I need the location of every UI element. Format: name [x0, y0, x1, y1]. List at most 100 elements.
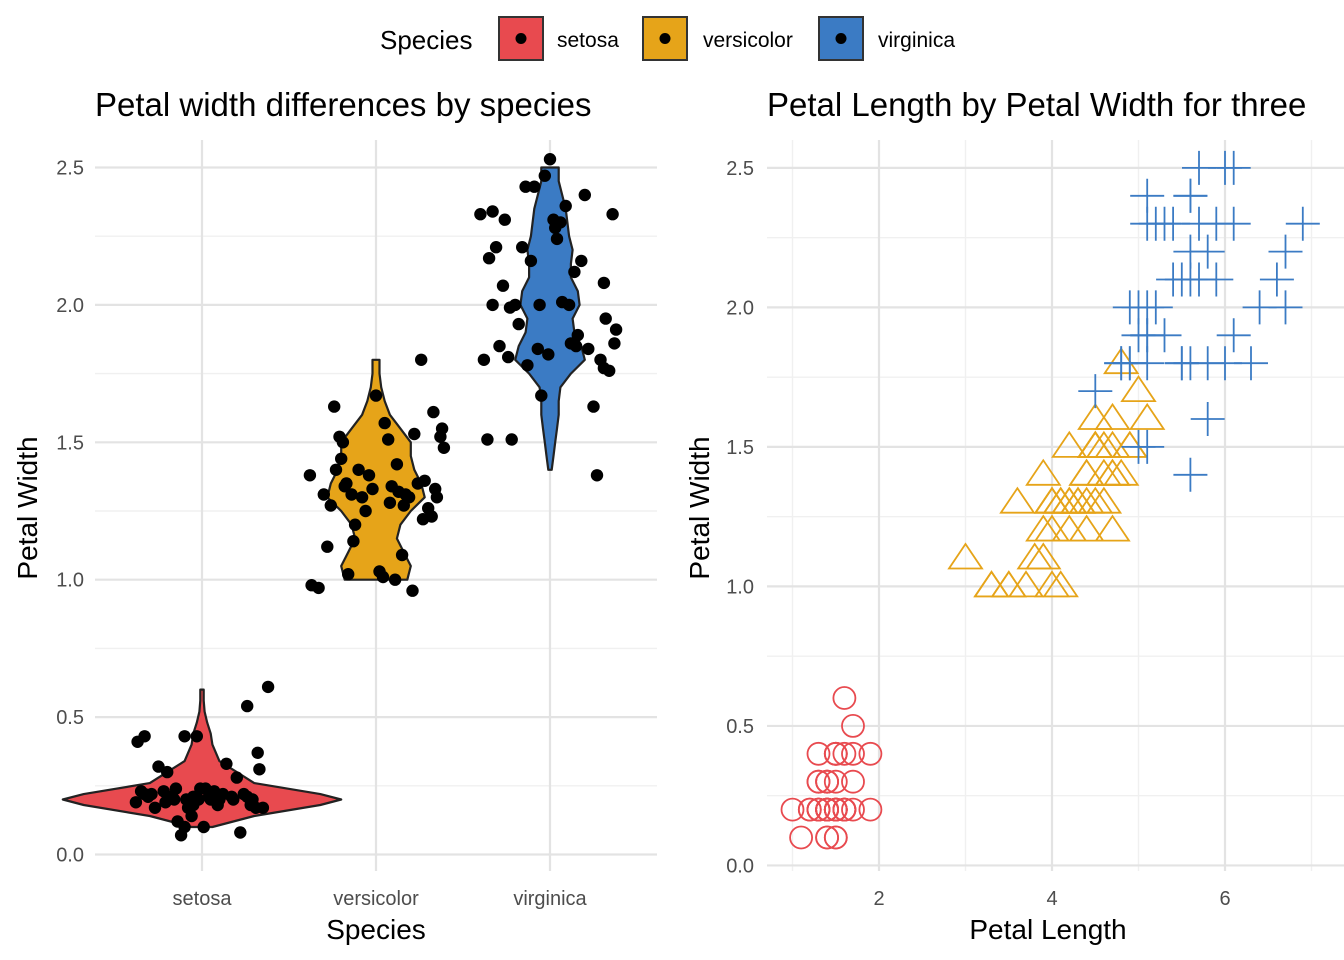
- legend-key-virginica: virginica: [818, 16, 955, 61]
- legend-dot-virginica: [835, 33, 847, 44]
- jitter-point: [496, 279, 510, 292]
- point-virginica: [1173, 178, 1208, 213]
- jitter-point: [562, 298, 576, 312]
- point-versicolor: [1129, 402, 1166, 430]
- jitter-point: [241, 699, 254, 713]
- point-versicolor: [1094, 514, 1131, 542]
- jitter-point: [329, 463, 343, 476]
- jitter-point: [542, 348, 555, 361]
- scatter-x-ticks: 2 4 6: [873, 888, 1230, 910]
- point-virginica: [1182, 150, 1216, 185]
- point-virginica: [1268, 234, 1303, 269]
- point-setosa: [832, 797, 857, 822]
- jitter-point: [178, 730, 191, 743]
- jitter-point: [597, 276, 611, 290]
- violin-setosa: [61, 688, 343, 829]
- violin-y-axis-title: Petal Width: [12, 436, 43, 579]
- point-setosa: [780, 797, 805, 822]
- jitter-point: [535, 389, 548, 402]
- jitter-point: [180, 793, 193, 806]
- jitter-point: [408, 427, 421, 441]
- scatter-y-tick-label: 0.0: [726, 855, 754, 877]
- jitter-point: [148, 801, 162, 814]
- point-versicolor: [999, 486, 1036, 514]
- point-setosa: [832, 686, 857, 710]
- jitter-point: [378, 416, 391, 430]
- jitter-point: [516, 241, 529, 254]
- point-versicolor: [1007, 570, 1045, 598]
- jitter-point: [261, 680, 275, 694]
- scatter-y-tick-label: 2.5: [726, 158, 754, 180]
- point-setosa: [841, 797, 865, 822]
- point-virginica: [1190, 402, 1225, 436]
- jitter-point: [169, 782, 183, 795]
- jitter-point: [376, 570, 390, 584]
- violin-y-tick-label: 0.0: [56, 845, 84, 867]
- jitter-point: [524, 254, 538, 268]
- scatter-y-tick-label: 1.0: [726, 576, 754, 598]
- point-versicolor: [1085, 458, 1123, 486]
- jitter-point: [220, 757, 233, 770]
- violin-points: [129, 153, 623, 842]
- point-virginica: [1164, 346, 1199, 381]
- legend: Species setosa versicolor virginica: [380, 16, 955, 61]
- jitter-point: [256, 801, 270, 814]
- jitter-point: [575, 254, 588, 268]
- jitter-point: [486, 298, 499, 312]
- legend-swatch-setosa: [498, 16, 544, 61]
- jitter-point: [606, 208, 619, 221]
- jitter-point: [253, 763, 266, 776]
- jitter-point: [328, 400, 341, 413]
- jitter-point: [345, 488, 358, 501]
- jitter-point: [582, 342, 595, 356]
- jitter-point: [390, 458, 404, 471]
- jitter-point: [185, 809, 198, 823]
- jitter-point: [303, 469, 317, 482]
- jitter-point: [159, 796, 172, 809]
- jitter-point: [388, 573, 402, 586]
- legend-key-setosa: setosa: [498, 16, 619, 61]
- point-virginica: [1242, 290, 1277, 325]
- jitter-point: [578, 188, 591, 202]
- jitter-point: [129, 796, 143, 809]
- jitter-point: [161, 765, 174, 779]
- violin-virginica: [514, 166, 586, 471]
- jitter-point: [502, 350, 515, 364]
- point-virginica: [1199, 206, 1234, 241]
- jitter-point: [190, 730, 203, 743]
- legend-label-setosa: setosa: [557, 29, 619, 52]
- violin-y-tick-label: 2.0: [56, 295, 84, 317]
- jitter-point: [338, 480, 351, 493]
- jitter-point: [178, 820, 191, 834]
- jitter-point: [568, 265, 581, 279]
- scatter-y-tick-label: 2.0: [726, 297, 754, 319]
- point-setosa: [789, 825, 813, 850]
- jitter-point: [335, 452, 348, 465]
- jitter-point: [347, 535, 360, 548]
- violin-title: Petal width differences by species: [95, 86, 592, 123]
- point-virginica: [1216, 318, 1251, 353]
- jitter-point: [435, 422, 449, 435]
- point-virginica: [1208, 346, 1242, 381]
- jitter-point: [521, 359, 534, 372]
- jitter-point: [609, 323, 623, 336]
- violin-y-tick-label: 1.5: [56, 432, 84, 454]
- jitter-point: [528, 180, 541, 193]
- jitter-point: [493, 339, 506, 353]
- scatter-x-tick-label: 6: [1219, 888, 1230, 910]
- point-versicolor: [1051, 430, 1088, 458]
- point-setosa: [823, 797, 848, 822]
- jitter-point: [587, 400, 600, 413]
- jitter-point: [202, 790, 216, 803]
- jitter-point: [481, 433, 494, 446]
- jitter-point: [498, 213, 511, 226]
- violin-y-tick-label: 2.5: [56, 157, 84, 179]
- point-setosa: [815, 825, 839, 850]
- jitter-point: [482, 252, 496, 265]
- point-setosa: [841, 741, 865, 766]
- point-versicolor: [1025, 458, 1062, 486]
- violin-x-ticks: setosa versicolor virginica: [173, 888, 588, 910]
- jitter-point: [533, 298, 546, 312]
- point-versicolor: [1016, 542, 1053, 570]
